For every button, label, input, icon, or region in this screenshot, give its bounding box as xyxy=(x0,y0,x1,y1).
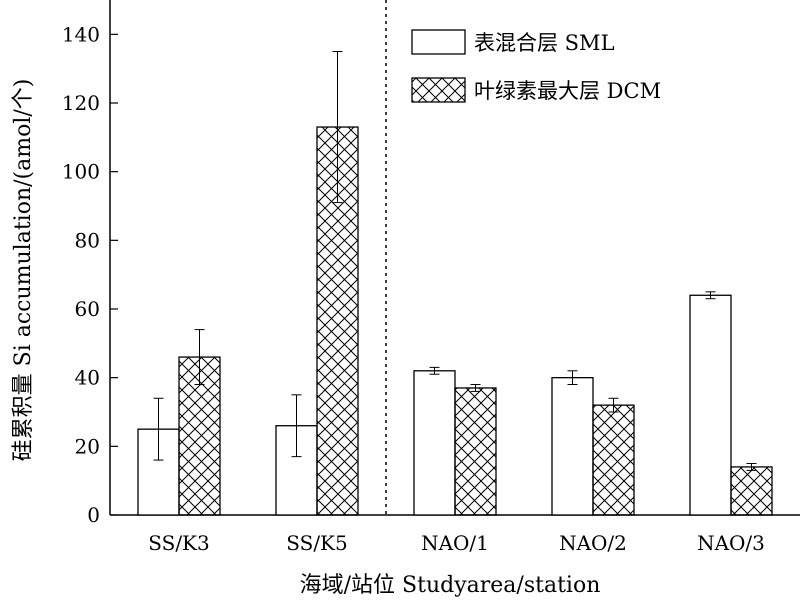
x-tick-label: NAO/1 xyxy=(421,531,489,555)
y-tick-label: 0 xyxy=(87,503,100,527)
legend-label: 叶绿素最大层 DCM xyxy=(474,79,661,103)
dcm-bar xyxy=(454,387,497,516)
x-axis-label: 海域/站位 Studyarea/station xyxy=(300,573,601,598)
sml-bar xyxy=(689,294,732,516)
dcm-bar xyxy=(730,466,773,516)
legend-swatch xyxy=(411,77,466,103)
y-tick-label: 120 xyxy=(62,91,100,115)
y-tick-label: 80 xyxy=(75,228,100,252)
x-tick-label: SS/K3 xyxy=(148,531,209,555)
sml-bar xyxy=(551,377,594,516)
bars xyxy=(137,51,773,516)
y-axis: 0 20 40 60 80 100 120 140 xyxy=(62,22,118,527)
sml-bar xyxy=(413,370,456,516)
x-tick-label: SS/K5 xyxy=(286,531,347,555)
y-tick-label: 40 xyxy=(75,366,100,390)
y-tick-label: 60 xyxy=(75,297,100,321)
legend: 表混合层 SML 叶绿素最大层 DCM xyxy=(411,29,661,103)
y-tick-label: 20 xyxy=(75,434,100,458)
y-tick-label: 140 xyxy=(62,22,100,46)
legend-swatch xyxy=(411,29,466,55)
y-tick-label: 100 xyxy=(62,160,100,184)
x-axis: SS/K3 SS/K5 NAO/1 NAO/2 NAO/3 xyxy=(148,507,765,555)
legend-label: 表混合层 SML xyxy=(474,31,615,55)
x-tick-label: NAO/2 xyxy=(559,531,627,555)
y-axis-label: 硅累积量 Si accumulation/(amol/个) xyxy=(11,79,36,462)
x-tick-label: NAO/3 xyxy=(697,531,765,555)
dcm-bar xyxy=(592,404,635,516)
